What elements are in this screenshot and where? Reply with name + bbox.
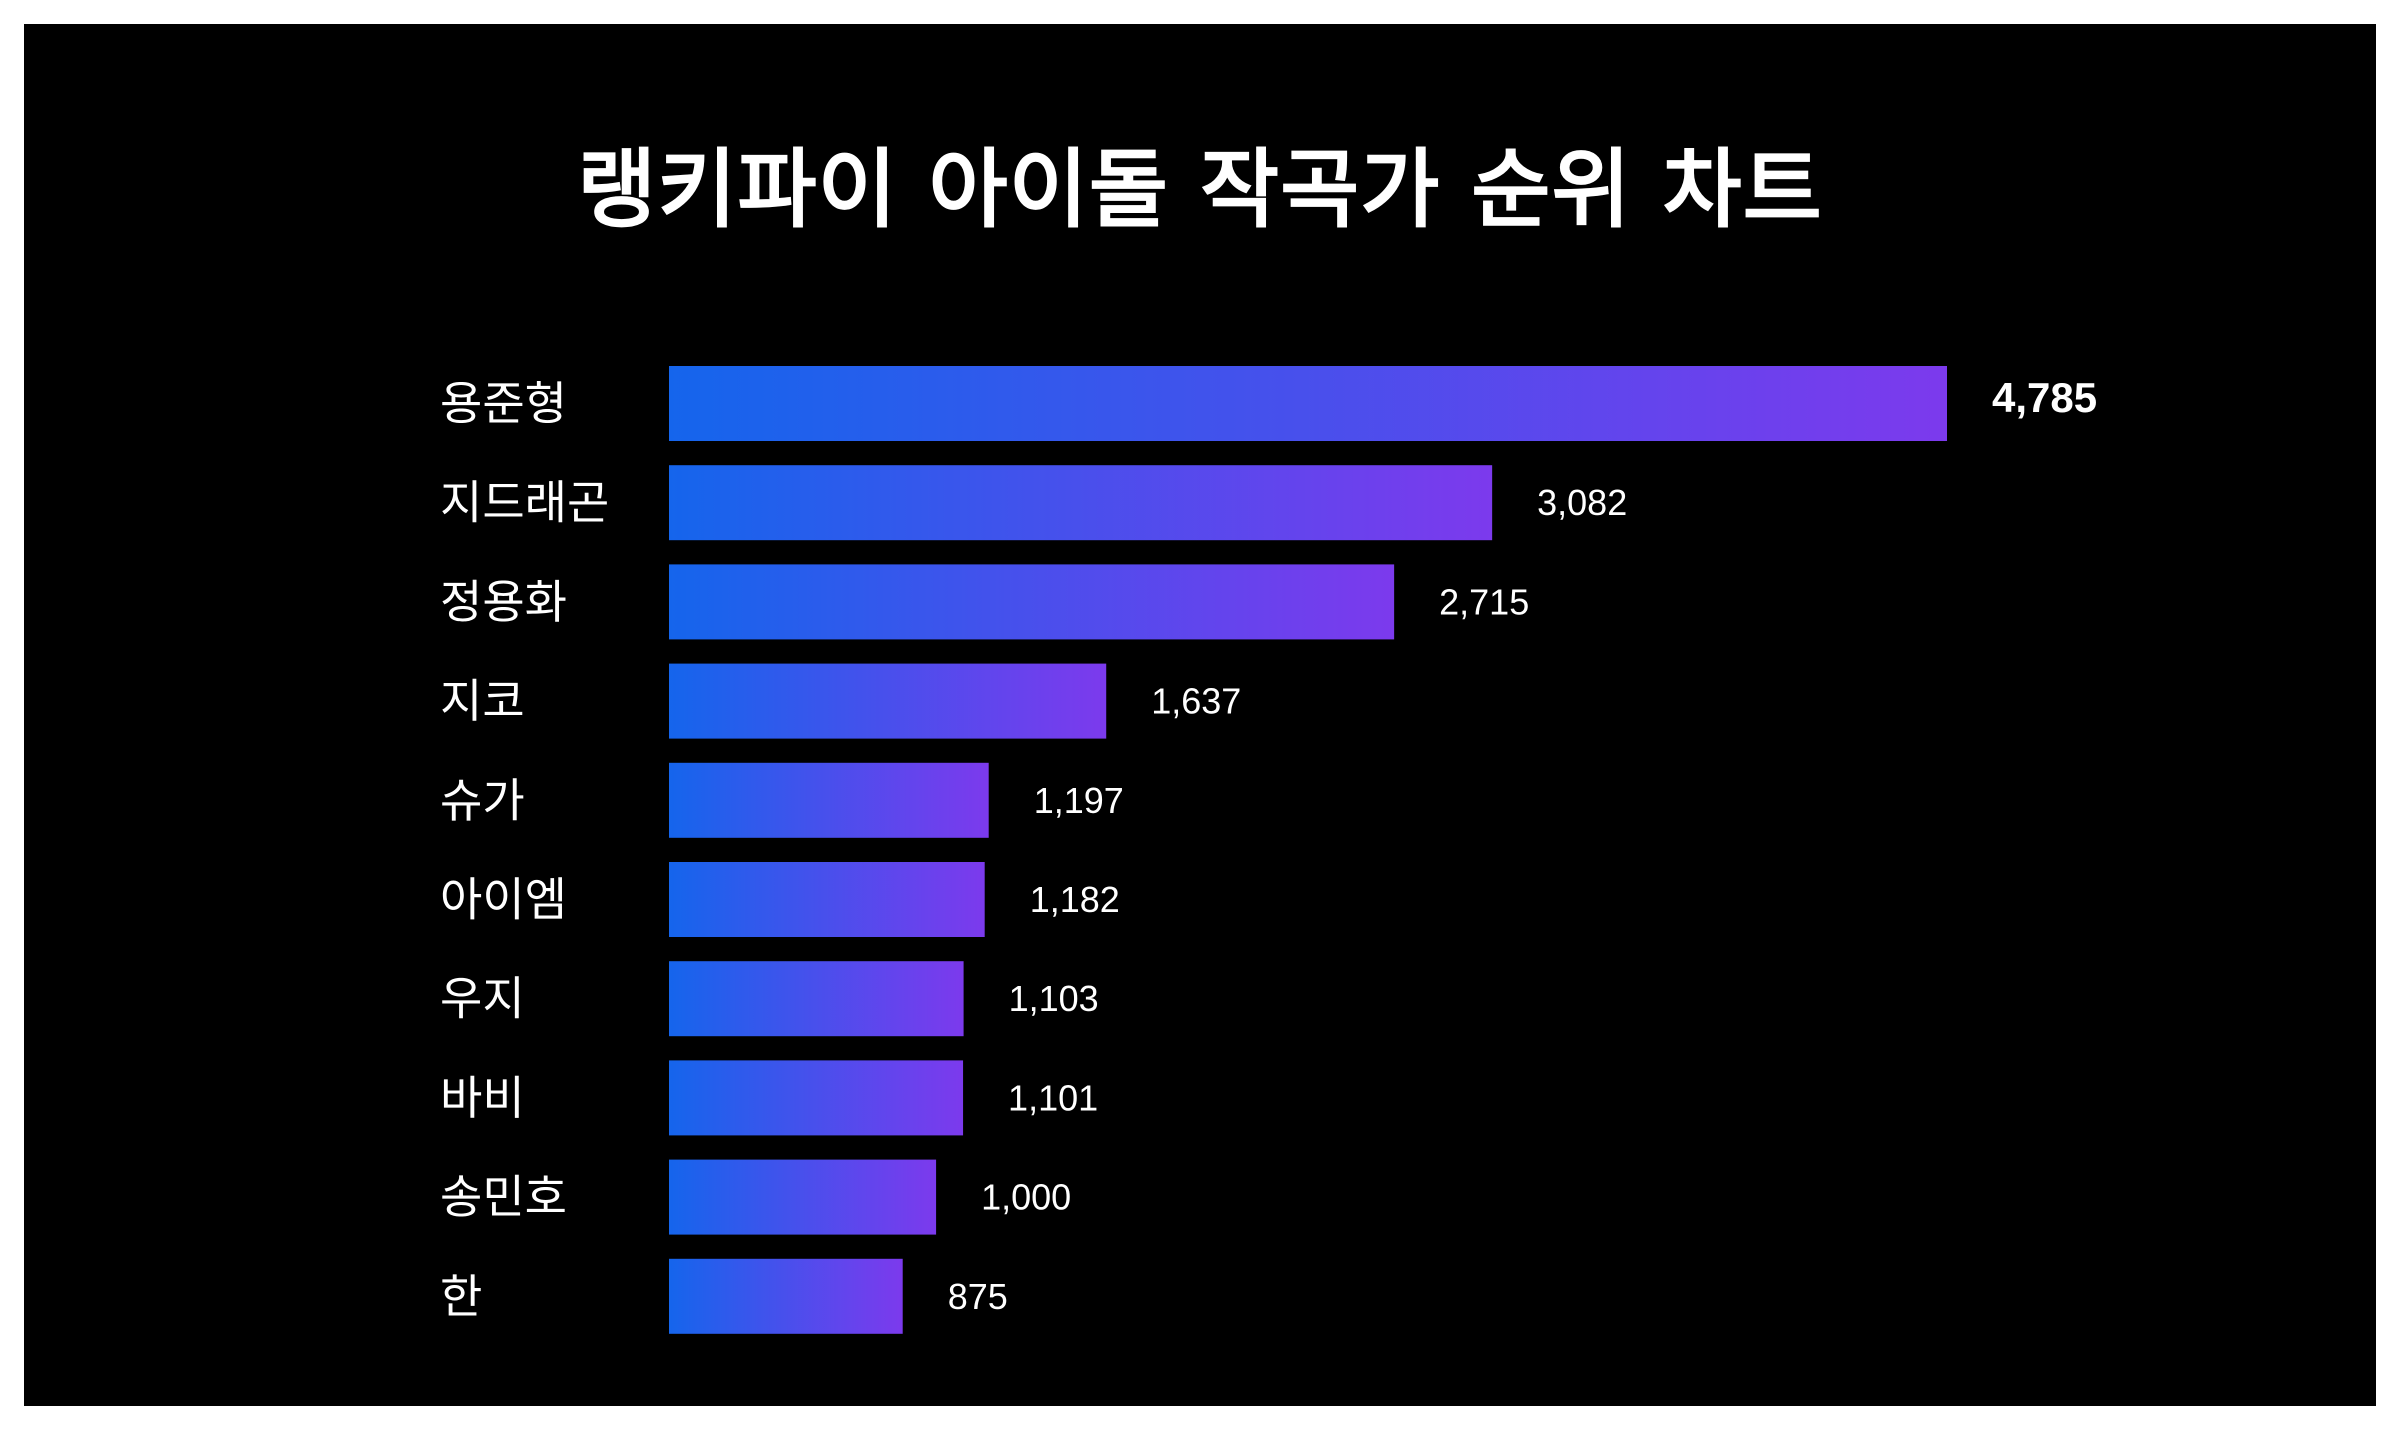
bar <box>669 1258 903 1334</box>
value-label: 1,637 <box>1151 681 1241 722</box>
bar <box>669 663 1107 739</box>
category-label: 송민호 <box>440 1170 567 1224</box>
value-label: 1,103 <box>1009 978 1099 1019</box>
bar <box>669 862 985 937</box>
bars-layer: 용준형 4,785 지드래곤 3,082 정용화 2,715 지코 1,637 슈가 1,197 아… <box>440 366 2097 1334</box>
category-label: 한 <box>440 1269 482 1323</box>
category-label: 용준형 <box>440 377 567 431</box>
bar <box>669 961 964 1037</box>
category-label: 지코 <box>440 674 525 728</box>
bar <box>669 762 989 838</box>
category-label: 지드래곤 <box>440 476 609 530</box>
value-label: 1,197 <box>1034 780 1124 821</box>
value-label: 1,182 <box>1030 879 1120 920</box>
value-label: 875 <box>948 1276 1008 1317</box>
chart-title: 랭키파이 아이돌 작곡가 순위 차트 <box>577 140 1823 240</box>
value-label: 3,082 <box>1537 482 1627 523</box>
category-label: 우지 <box>440 972 525 1026</box>
category-label: 바비 <box>440 1071 525 1125</box>
bar <box>669 465 1493 541</box>
category-label: 슈가 <box>440 773 525 827</box>
value-label: 1,000 <box>981 1177 1071 1218</box>
bar <box>669 366 1947 441</box>
bar <box>669 564 1395 640</box>
category-label: 아이엠 <box>440 873 567 927</box>
chart-panel <box>24 24 2376 1406</box>
bar <box>669 1060 964 1136</box>
value-label: 1,101 <box>1008 1077 1098 1118</box>
bar <box>669 1159 937 1235</box>
value-label: 4,785 <box>1992 374 2097 421</box>
value-label: 2,715 <box>1439 581 1529 622</box>
category-label: 정용화 <box>440 575 567 629</box>
